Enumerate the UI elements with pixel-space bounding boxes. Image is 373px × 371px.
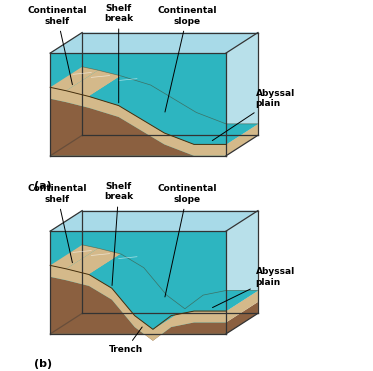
Polygon shape [89,76,258,144]
Polygon shape [153,295,203,329]
Text: Continental
shelf: Continental shelf [27,184,87,263]
Polygon shape [50,211,258,231]
Text: Continental
slope: Continental slope [157,184,217,297]
Polygon shape [135,295,185,329]
Polygon shape [112,268,167,316]
Polygon shape [50,277,226,341]
Polygon shape [50,231,226,334]
Polygon shape [226,211,258,311]
Polygon shape [226,135,258,156]
Polygon shape [89,76,151,106]
Polygon shape [50,99,226,156]
Polygon shape [50,67,98,91]
Polygon shape [226,290,258,322]
Polygon shape [50,303,82,334]
Polygon shape [226,302,258,334]
Text: Shelf
break: Shelf break [104,4,133,103]
Polygon shape [50,245,98,269]
Text: Continental
shelf: Continental shelf [27,6,87,85]
Polygon shape [171,290,226,316]
Polygon shape [50,125,82,156]
Polygon shape [226,124,258,156]
Polygon shape [164,112,226,144]
Text: Shelf
break: Shelf break [104,182,133,285]
Polygon shape [194,290,258,311]
Polygon shape [50,87,226,156]
Polygon shape [50,265,226,341]
Polygon shape [50,211,82,265]
Polygon shape [50,53,226,156]
Polygon shape [89,254,258,329]
Text: Abyssal
plain: Abyssal plain [213,267,295,308]
Polygon shape [66,248,121,275]
Polygon shape [50,33,82,156]
Polygon shape [50,33,82,87]
Text: (b): (b) [34,359,52,369]
Polygon shape [50,33,258,53]
Polygon shape [119,85,196,133]
Text: (a): (a) [34,181,52,191]
Text: Abyssal
plain: Abyssal plain [212,89,295,141]
Text: Trench: Trench [109,327,142,354]
Text: Continental
slope: Continental slope [157,6,217,112]
Polygon shape [194,124,258,144]
Polygon shape [50,211,258,231]
Polygon shape [226,33,258,144]
Polygon shape [50,33,258,53]
Polygon shape [66,70,121,96]
Polygon shape [89,254,144,288]
Polygon shape [50,211,82,334]
